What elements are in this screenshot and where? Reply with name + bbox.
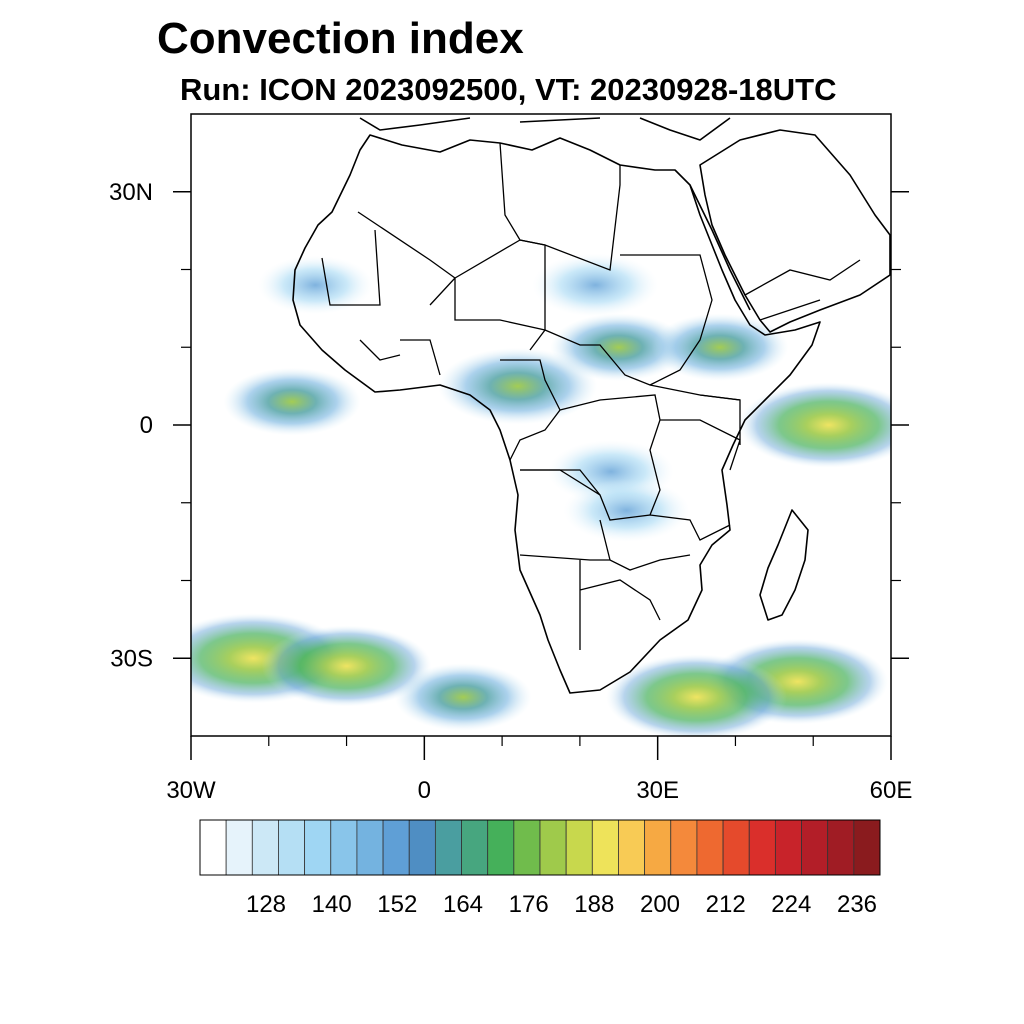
colorbar-swatch: [722, 819, 750, 876]
convection-cell: [394, 663, 532, 731]
colorbar-swatch: [487, 819, 515, 876]
colorbar-swatch: [434, 819, 462, 876]
convection-cell: [532, 253, 659, 317]
colorbar-swatch: [408, 819, 436, 876]
colorbar-swatch: [382, 819, 410, 876]
colorbar-swatch: [565, 819, 593, 876]
y-tick-label: 30S: [110, 645, 153, 672]
chart-title: Convection index: [157, 14, 524, 63]
colorbar-swatch: [696, 819, 724, 876]
colorbar-swatch: [748, 819, 776, 876]
colorbar-outline: [199, 819, 881, 876]
colorbar-label: 164: [443, 891, 483, 918]
x-tick-label: 60E: [870, 777, 913, 804]
colorbar-swatch: [644, 819, 672, 876]
colorbar-swatch: [827, 819, 855, 876]
colorbar-swatch: [853, 819, 881, 876]
coastlines: [292, 117, 891, 694]
y-tick-label: 0: [140, 412, 153, 439]
colorbar-swatch: [356, 819, 384, 876]
x-tick-label: 0: [418, 777, 431, 804]
colorbar-label: 128: [246, 891, 286, 918]
colorbar-swatch: [304, 819, 332, 876]
colorbar-swatch: [513, 819, 541, 876]
convection-cell: [257, 255, 373, 315]
colorbar-label: 176: [509, 891, 549, 918]
arabia-coastline: [699, 129, 891, 333]
colorbar: 128 140 152 164 176 188 200 212 224 236: [199, 819, 881, 918]
colorbar-swatch: [251, 819, 279, 876]
madagascar-coastline: [759, 509, 809, 621]
colorbar-swatch: [330, 819, 358, 876]
colorbar-swatch: [461, 819, 489, 876]
colorbar-label: 224: [771, 891, 811, 918]
colorbar-swatch: [539, 819, 567, 876]
africa-coastline: [292, 134, 821, 694]
red-sea-coast: [689, 184, 751, 311]
convection-cell: [738, 382, 891, 468]
chart-subtitle: Run: ICON 2023092500, VT: 20230928-18UTC: [180, 72, 837, 107]
colorbar-swatch: [670, 819, 698, 876]
convection-cell: [651, 313, 789, 381]
convection-cell: [563, 479, 690, 543]
colorbar-label: 236: [837, 891, 877, 918]
colorbar-label: 188: [574, 891, 614, 918]
colorbar-swatch: [801, 819, 829, 876]
colorbar-swatch: [225, 819, 253, 876]
colorbar-label: 212: [706, 891, 746, 918]
convection-cell: [261, 625, 432, 707]
convection-cell: [606, 654, 788, 736]
convection-cell: [550, 313, 688, 381]
colorbar-swatch: [618, 819, 646, 876]
convection-field: [191, 253, 891, 736]
map-axes: 30W 0 30E 60E 30N 0 30S: [109, 179, 913, 804]
x-tick-label: 30E: [636, 777, 679, 804]
x-tick-label: 30W: [166, 777, 216, 804]
colorbar-swatch: [591, 819, 619, 876]
colorbar-swatch: [278, 819, 306, 876]
colorbar-label: 200: [640, 891, 680, 918]
colorbar-label: 152: [377, 891, 417, 918]
country-borders: [321, 142, 861, 650]
colorbar-label: 140: [312, 891, 352, 918]
y-tick-label: 30N: [109, 179, 153, 206]
colorbar-swatch: [199, 819, 227, 876]
colorbar-swatch: [774, 819, 802, 876]
europe-coastline: [359, 117, 731, 141]
convection-cell: [223, 367, 361, 436]
